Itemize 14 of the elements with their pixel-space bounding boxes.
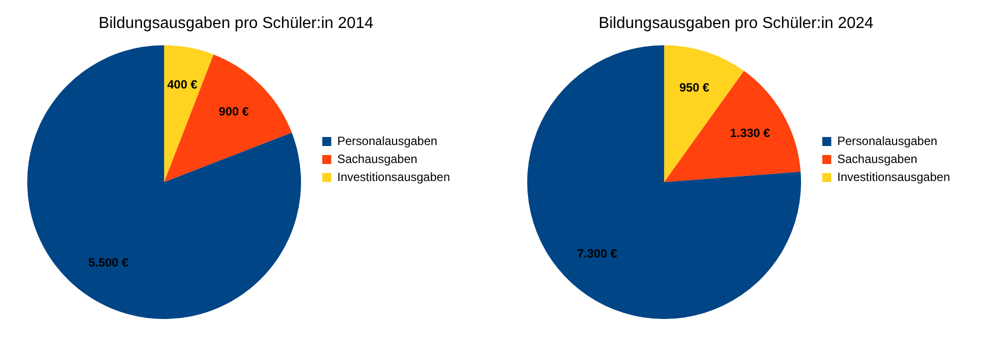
- data-label: 1.330 €: [730, 126, 770, 140]
- data-label: 400 €: [167, 78, 198, 92]
- chart-title: Bildungsausgaben pro Schüler:in 2024: [598, 15, 874, 32]
- data-label: 950 €: [679, 80, 710, 95]
- chart-title: Bildungsausgaben pro Schüler:in 2014: [98, 15, 374, 32]
- data-label: 5.500 €: [88, 256, 129, 270]
- legend-label: Investitionsausgaben: [337, 170, 450, 184]
- data-label: 7.300 €: [577, 246, 618, 261]
- legend-label: Investitionsausgaben: [837, 170, 950, 184]
- legend-label: Sachausgaben: [337, 152, 418, 166]
- legend-label: Personalausgaben: [337, 134, 438, 148]
- legend-label: Personalausgaben: [837, 134, 938, 148]
- legend-label: Sachausgaben: [837, 152, 918, 166]
- data-label: 900 €: [218, 104, 250, 119]
